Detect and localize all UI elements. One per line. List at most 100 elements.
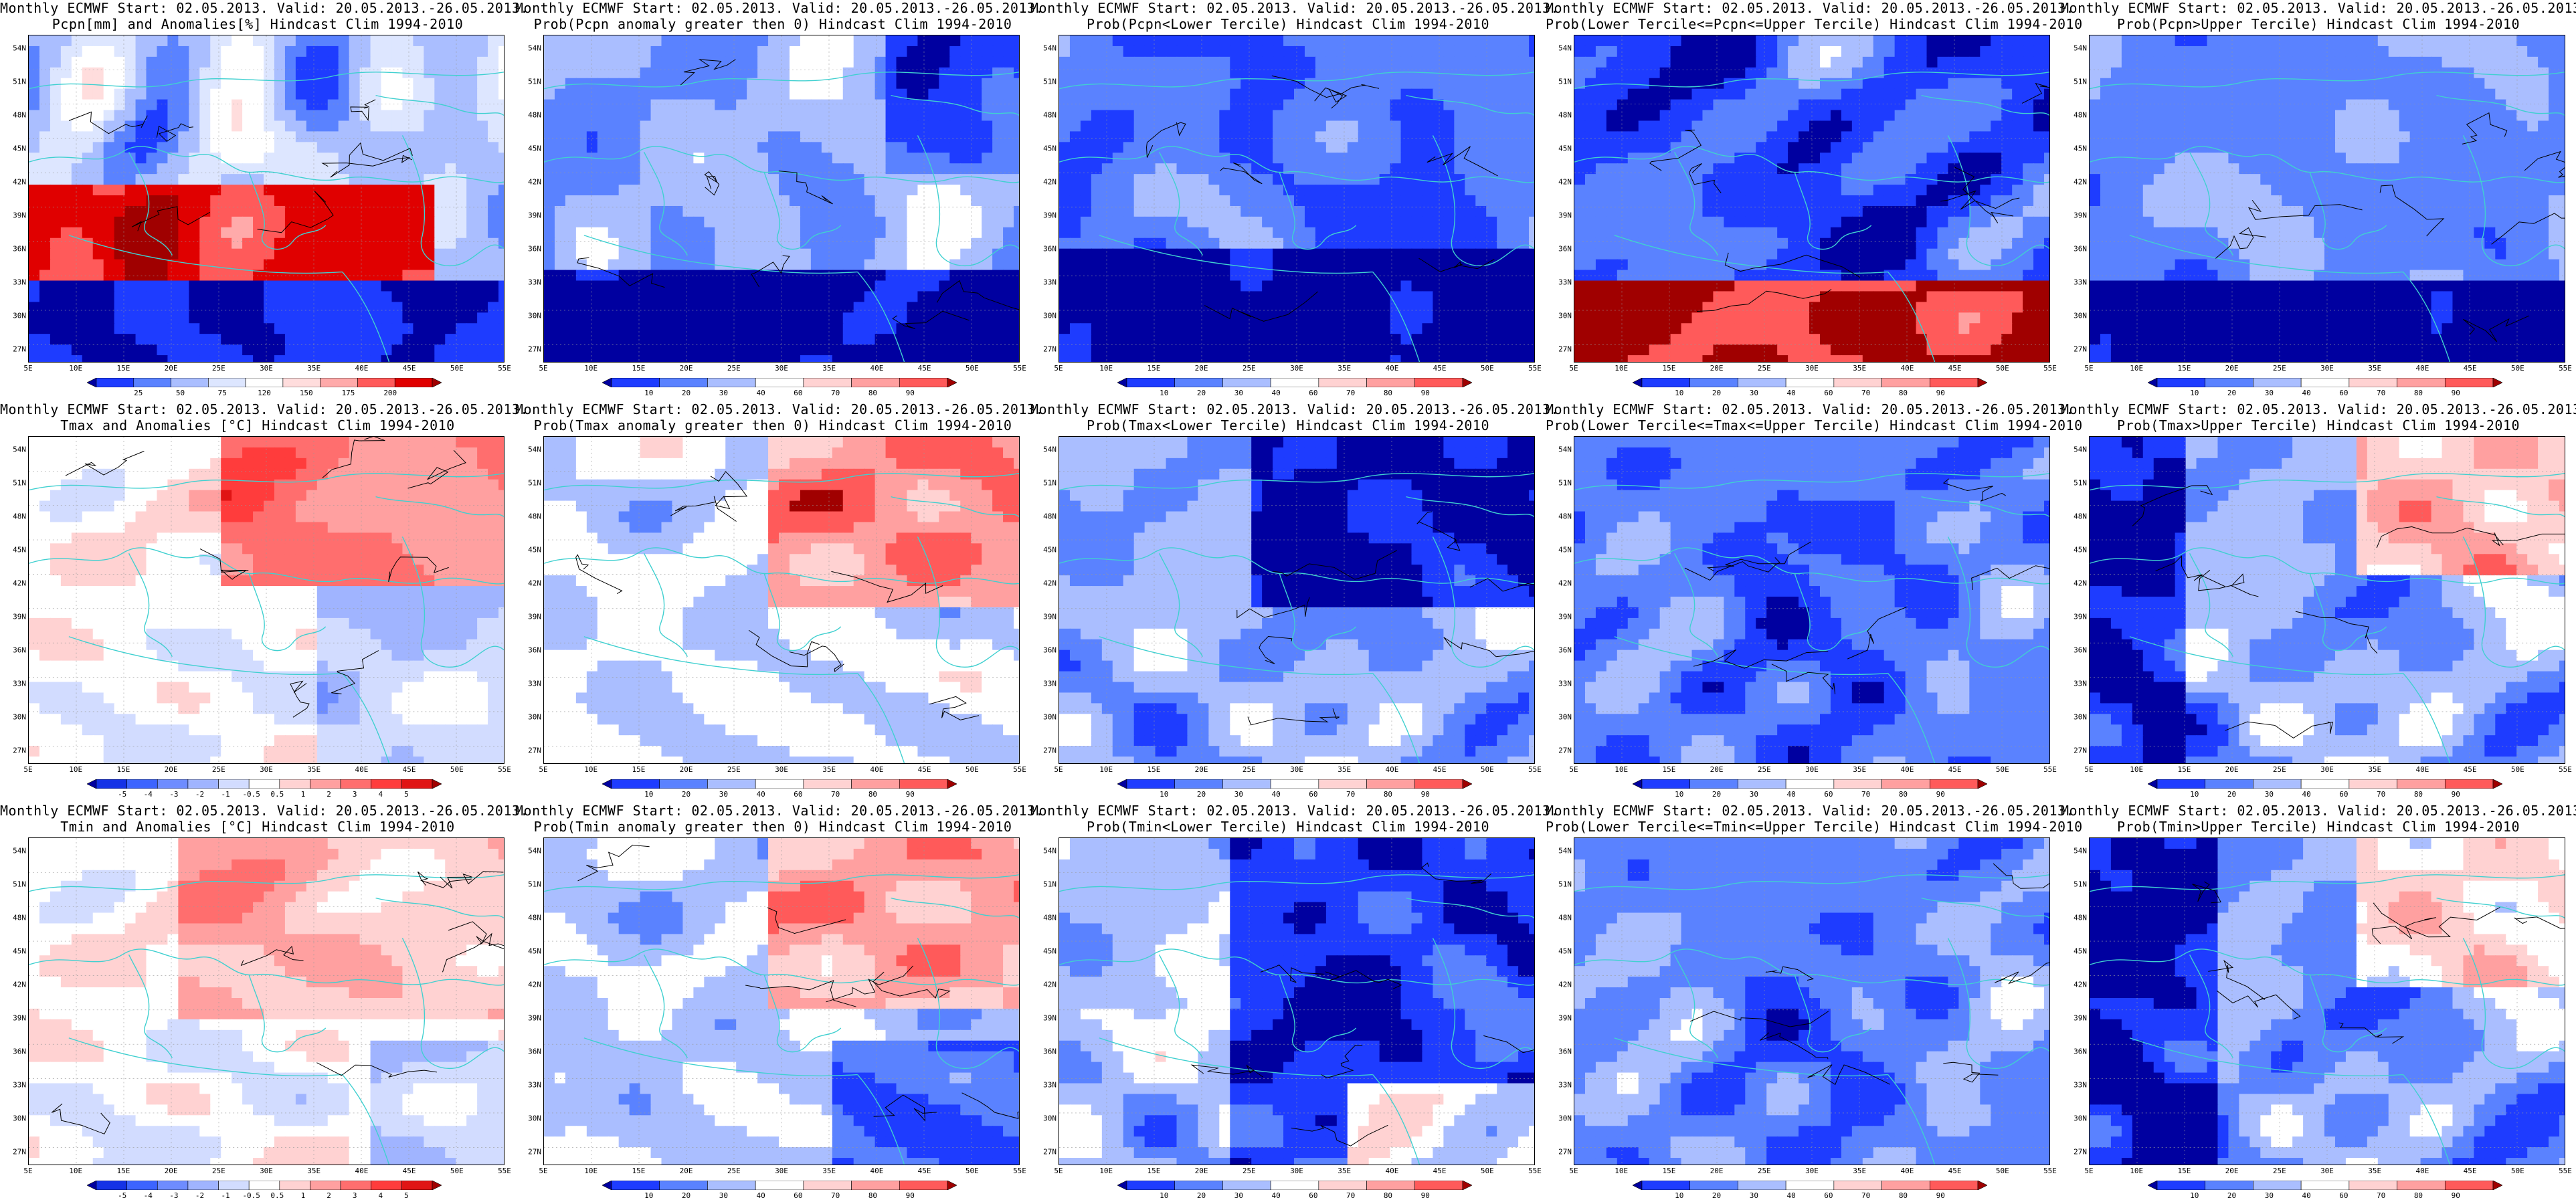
lat-tick-label: 45N [13,546,26,555]
panel-title-line1: Monthly ECMWF Start: 02.05.2013. Valid: … [1030,803,1559,819]
lat-tick-label: 54N [1043,847,1056,856]
lon-tick-label: 40E [355,1167,368,1175]
colorbar-tick-label: 10 [1675,790,1683,799]
lon-tick-label: 5E [2084,1167,2093,1175]
lon-tick-label: 5E [1569,765,1578,774]
colorbar-tick-label: 30 [719,389,728,397]
colorbar-tick-label: 80 [868,1191,877,1200]
colorbar [2148,779,2502,789]
lon-tick-label: 15E [632,1167,645,1175]
colorbar-tick-label: 40 [756,1191,765,1200]
colorbar-tick-label: 5 [404,790,409,799]
colorbar [602,779,957,789]
lon-tick-label: 25E [2273,364,2286,373]
lat-tick-label: 54N [2074,445,2087,454]
lon-tick-label: 50E [1481,364,1494,373]
lat-tick-label: 48N [1558,111,1572,120]
lat-tick-label: 42N [1558,579,1572,588]
lat-tick-label: 39N [13,613,26,621]
lon-tick-label: 10E [1099,364,1113,373]
lat-tick-label: 27N [13,746,26,755]
colorbar-tick-label: 70 [2377,1191,2385,1200]
map-panel-r3c1: Monthly ECMWF Start: 02.05.2013. Valid: … [0,803,529,1204]
lat-tick-label: 27N [2074,345,2087,354]
lon-tick-label: 35E [307,765,320,774]
lat-tick-label: 48N [13,111,26,120]
lon-tick-label: 40E [2415,765,2429,774]
colorbar-tick-label: 30 [1234,790,1243,799]
lon-tick-label: 50E [2511,1167,2524,1175]
lon-tick-label: 50E [1996,1167,2009,1175]
lon-tick-label: 10E [1615,364,1628,373]
lon-tick-label: 55E [2559,1167,2572,1175]
colorbar-tick-label: 30 [2265,389,2274,397]
lat-tick-label: 54N [528,44,541,53]
lon-tick-label: 15E [2177,364,2191,373]
colorbar-tick-label: 70 [1861,389,1870,397]
lat-tick-label: 36N [1558,646,1572,655]
lon-tick-label: 30E [260,364,273,373]
lon-tick-label: 45E [918,364,931,373]
lat-tick-label: 45N [1043,546,1056,555]
colorbar-tick-label: 70 [831,389,840,397]
panel-title-line1: Monthly ECMWF Start: 02.05.2013. Valid: … [2061,0,2576,16]
lon-tick-label: 50E [450,364,464,373]
colorbar-tick-label: 40 [1271,790,1280,799]
lon-tick-label: 55E [498,1167,511,1175]
colorbar-tick-label: 60 [2339,389,2348,397]
lat-tick-label: 30N [1558,312,1572,320]
panel-title-line2: Prob(Tmin>Upper Tercile) Hindcast Clim 1… [2061,819,2576,835]
colorbar-tick-label: 90 [1936,389,1945,397]
lat-tick-label: 39N [2074,211,2087,220]
lat-tick-label: 51N [2074,479,2087,488]
lon-tick-label: 45E [1433,765,1447,774]
forecast-map [543,837,1020,1165]
lon-tick-label: 25E [1758,765,1771,774]
lat-tick-label: 42N [2074,579,2087,588]
lon-tick-label: 50E [965,1167,979,1175]
map-panel-r1c2: Monthly ECMWF Start: 02.05.2013. Valid: … [515,0,1044,401]
colorbar-tick-label: 60 [1309,389,1317,397]
lon-tick-label: 30E [775,364,788,373]
lat-tick-label: 54N [1043,445,1056,454]
lat-tick-label: 48N [1558,914,1572,922]
lat-tick-label: 39N [528,1014,541,1023]
colorbar-tick-label: 10 [2190,790,2199,799]
lat-tick-label: 48N [2074,914,2087,922]
colorbar [87,378,442,387]
colorbar-tick-label: 20 [1712,1191,1721,1200]
lon-tick-label: 50E [450,765,464,774]
lon-tick-label: 30E [1805,765,1819,774]
colorbar-tick-label: 10 [1160,790,1168,799]
lat-tick-label: 33N [1043,1081,1056,1090]
map-panel-r3c4: Monthly ECMWF Start: 02.05.2013. Valid: … [1546,803,2082,1204]
lon-tick-label: 10E [1615,765,1628,774]
lat-tick-label: 30N [528,713,541,722]
lon-tick-label: 10E [2130,765,2143,774]
colorbar-tick-label: 60 [2339,790,2348,799]
lon-tick-label: 50E [1996,765,2009,774]
lon-tick-label: 25E [212,364,225,373]
lat-tick-label: 30N [1558,713,1572,722]
lat-tick-label: 45N [13,947,26,956]
colorbar-tick-label: 80 [1384,790,1392,799]
colorbar-tick-label: 20 [682,1191,691,1200]
lat-tick-label: 30N [13,713,26,722]
panel-title-line2: Prob(Tmax>Upper Tercile) Hindcast Clim 1… [2061,417,2576,433]
lon-tick-label: 35E [2368,765,2381,774]
colorbar-tick-label: 60 [1309,1191,1317,1200]
lon-tick-label: 5E [539,765,547,774]
colorbar-tick-label: -0.5 [242,1191,260,1200]
lat-tick-label: 33N [2074,278,2087,287]
lon-tick-label: 10E [69,1167,82,1175]
lat-tick-label: 48N [528,914,541,922]
lat-tick-label: 45N [1558,546,1572,555]
colorbar-tick-label: 40 [1271,389,1280,397]
lon-tick-label: 15E [116,1167,130,1175]
lat-tick-label: 27N [2074,1148,2087,1157]
colorbar-tick-label: 20 [1197,790,1206,799]
lat-tick-label: 48N [13,914,26,922]
lat-tick-label: 27N [1558,746,1572,755]
forecast-map [1059,837,1535,1165]
forecast-map [2089,837,2565,1165]
